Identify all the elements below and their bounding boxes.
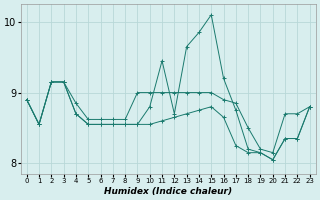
- X-axis label: Humidex (Indice chaleur): Humidex (Indice chaleur): [104, 187, 232, 196]
